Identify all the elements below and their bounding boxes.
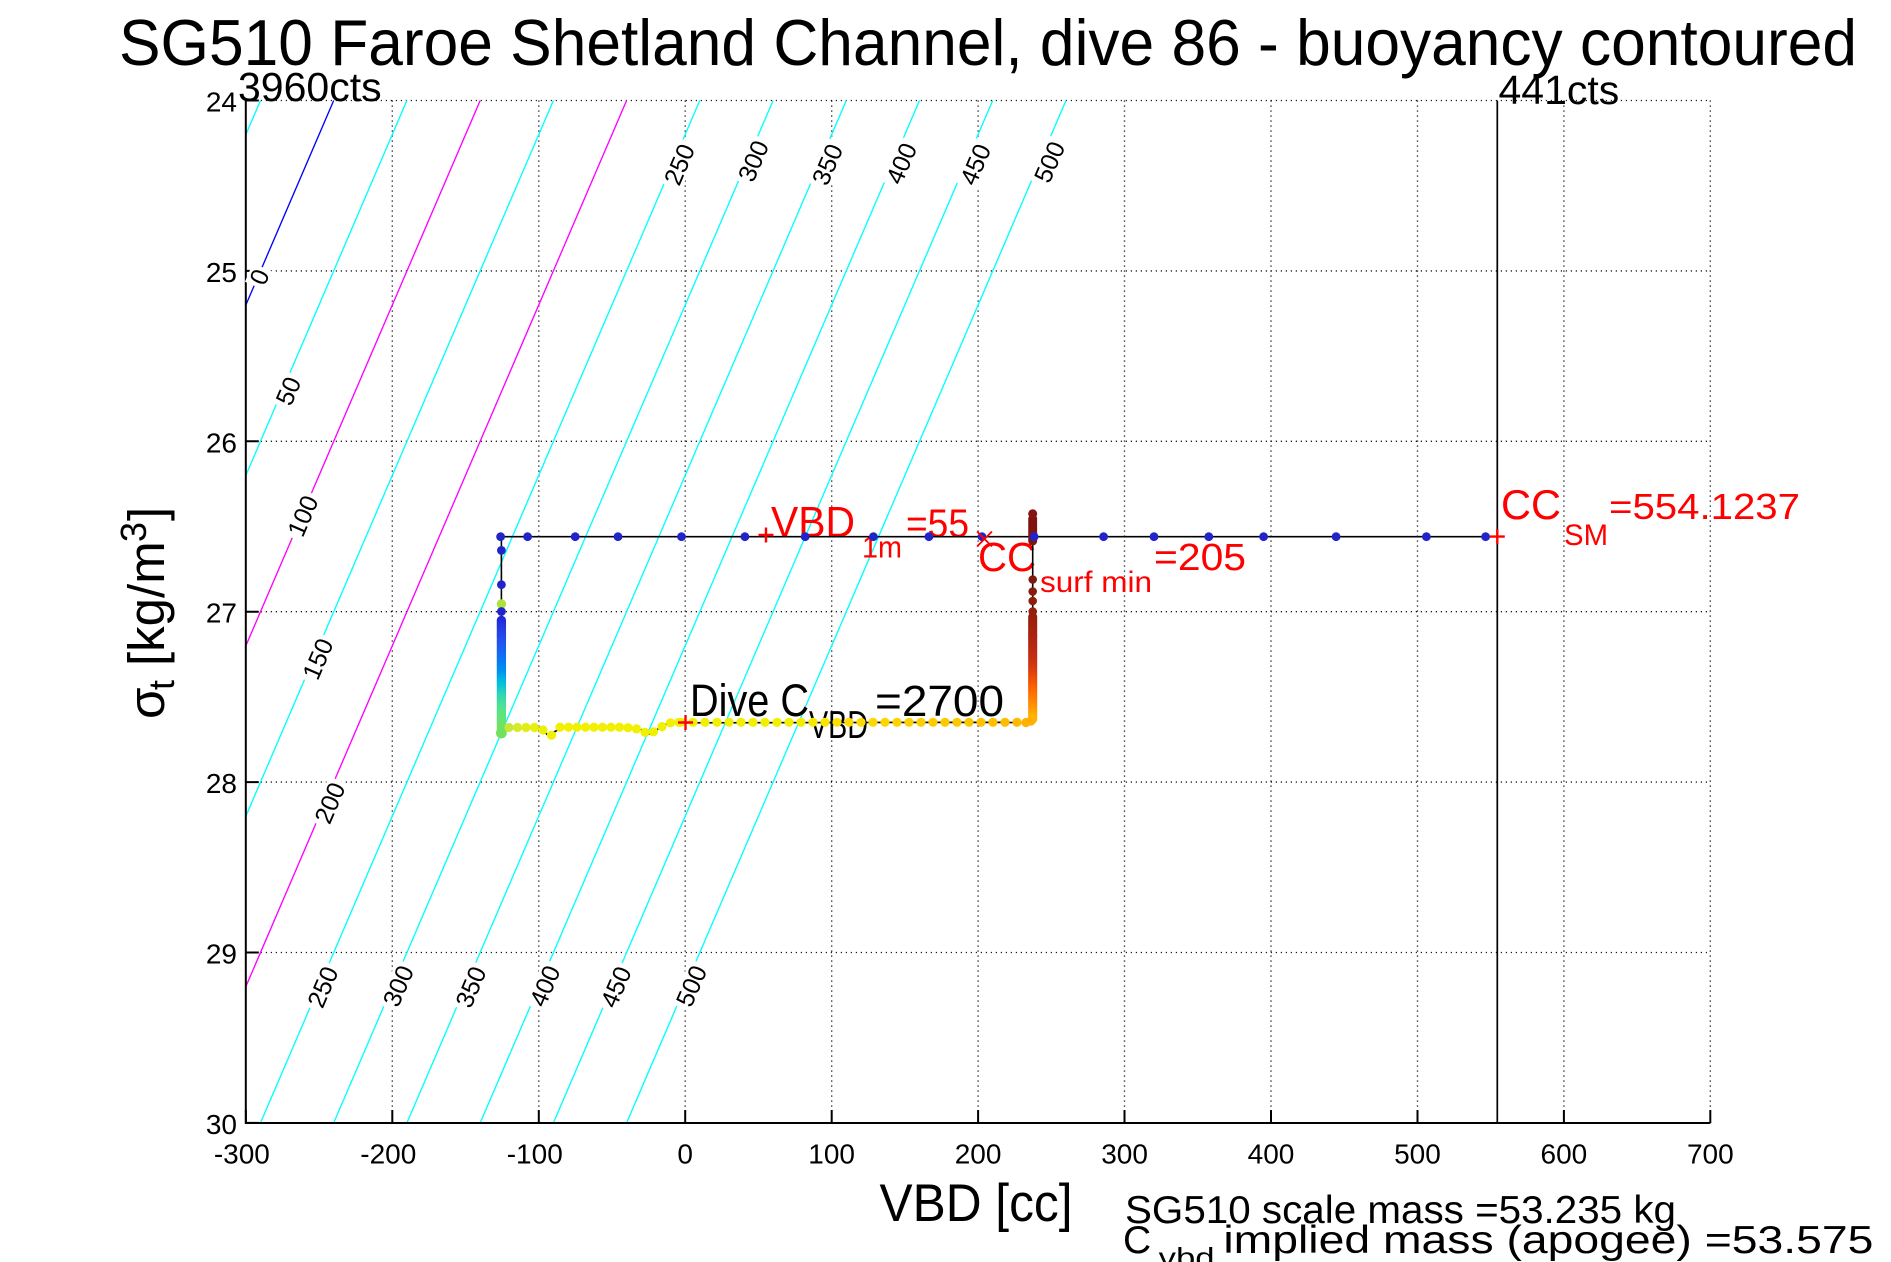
svg-text:400: 400 [1248, 1139, 1295, 1170]
svg-text:SM: SM [1564, 519, 1608, 552]
svg-text:25: 25 [206, 257, 237, 288]
svg-text:σ: σ [118, 688, 175, 719]
svg-text:-200: -200 [360, 1139, 416, 1170]
svg-text:26: 26 [206, 427, 237, 458]
svg-text:27: 27 [206, 598, 237, 629]
svg-text:-300: -300 [214, 1139, 270, 1170]
svg-text:implied mass (apogee) =53.575: implied mass (apogee) =53.575 [1223, 1219, 1873, 1262]
svg-text:t: t [141, 680, 182, 690]
svg-text:3960cts: 3960cts [238, 64, 382, 110]
svg-text:vbd: vbd [1159, 1242, 1215, 1262]
svg-text:-100: -100 [507, 1139, 563, 1170]
svg-text:Dive C: Dive C [690, 675, 809, 726]
svg-text:200: 200 [955, 1139, 1002, 1170]
svg-text:[kg/m: [kg/m [118, 541, 175, 666]
svg-text:=554.1237: =554.1237 [1609, 486, 1800, 527]
svg-text:500: 500 [1394, 1139, 1441, 1170]
svg-text:VBD: VBD [771, 499, 855, 547]
svg-text:700: 700 [1687, 1139, 1734, 1170]
svg-text:=205: =205 [1154, 537, 1246, 579]
svg-text:3: 3 [113, 522, 154, 542]
svg-text:CC: CC [1501, 481, 1561, 528]
svg-text:]: ] [118, 507, 175, 521]
svg-text:=55: =55 [906, 502, 969, 546]
svg-text:SG510 scale mass =53.235 kg: SG510 scale mass =53.235 kg [1125, 1189, 1676, 1232]
svg-text:SG510 Faroe Shetland Channel,: SG510 Faroe Shetland Channel, dive 86 - … [119, 6, 1857, 79]
svg-text:600: 600 [1541, 1139, 1588, 1170]
svg-text:29: 29 [206, 939, 237, 970]
svg-text:441cts: 441cts [1499, 67, 1620, 113]
svg-text:100: 100 [808, 1139, 855, 1170]
svg-text:VBD [cc]: VBD [cc] [880, 1174, 1073, 1233]
svg-text:30: 30 [206, 1109, 237, 1140]
svg-text:0: 0 [677, 1139, 693, 1170]
svg-text:24: 24 [206, 87, 237, 118]
svg-text:C: C [1123, 1219, 1151, 1262]
svg-text:surf min: surf min [1040, 566, 1152, 599]
svg-text:28: 28 [206, 768, 237, 799]
svg-text:1m: 1m [862, 530, 902, 565]
svg-text:300: 300 [1101, 1139, 1148, 1170]
